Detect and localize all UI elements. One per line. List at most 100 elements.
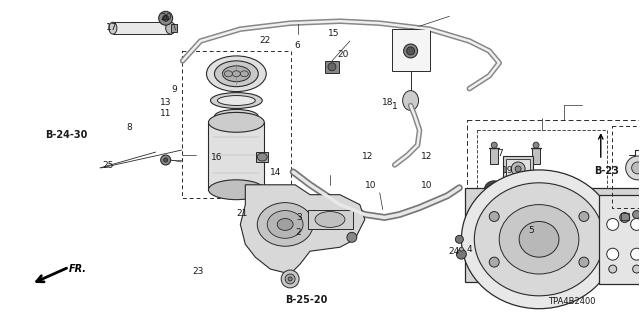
Ellipse shape	[207, 56, 266, 92]
Ellipse shape	[223, 66, 250, 82]
Text: 5: 5	[529, 226, 534, 235]
Bar	[465, 188, 639, 282]
Ellipse shape	[489, 212, 499, 221]
Bar	[506, 159, 530, 179]
Ellipse shape	[456, 249, 467, 259]
Ellipse shape	[632, 265, 640, 273]
Ellipse shape	[159, 11, 173, 25]
Bar	[477, 130, 607, 224]
Ellipse shape	[492, 142, 497, 148]
Ellipse shape	[607, 219, 619, 230]
Bar	[503, 156, 533, 182]
Bar	[392, 29, 429, 71]
Bar	[532, 148, 540, 164]
Ellipse shape	[630, 219, 640, 230]
Ellipse shape	[515, 166, 521, 172]
Ellipse shape	[257, 153, 268, 161]
Text: 4: 4	[467, 245, 472, 254]
Ellipse shape	[268, 211, 303, 238]
Ellipse shape	[526, 181, 546, 199]
Text: 14: 14	[269, 168, 281, 177]
Ellipse shape	[531, 186, 541, 194]
Ellipse shape	[533, 142, 539, 148]
Text: 2: 2	[295, 228, 301, 237]
Text: B-24-30: B-24-30	[45, 130, 87, 140]
Text: 24: 24	[448, 247, 460, 256]
Ellipse shape	[609, 265, 617, 273]
Ellipse shape	[460, 247, 463, 251]
Ellipse shape	[209, 112, 264, 132]
Text: 13: 13	[160, 98, 172, 107]
Ellipse shape	[288, 277, 292, 281]
Ellipse shape	[164, 158, 168, 162]
Ellipse shape	[214, 61, 259, 87]
Text: 1: 1	[392, 101, 398, 111]
Ellipse shape	[315, 212, 345, 228]
Text: 7: 7	[497, 149, 502, 158]
Bar	[182, 51, 291, 198]
Bar	[209, 122, 264, 190]
Text: 8: 8	[126, 123, 132, 132]
Text: 23: 23	[192, 267, 204, 276]
Ellipse shape	[161, 155, 171, 165]
Text: B-25-20: B-25-20	[285, 295, 327, 305]
Text: 9: 9	[172, 85, 177, 94]
Ellipse shape	[632, 211, 640, 219]
Text: 22: 22	[259, 36, 270, 44]
Text: 18: 18	[383, 98, 394, 108]
Text: 10: 10	[365, 181, 377, 190]
Bar	[599, 195, 640, 284]
Text: 20: 20	[160, 13, 172, 22]
Polygon shape	[241, 185, 365, 274]
Ellipse shape	[211, 92, 262, 108]
Bar	[256, 152, 268, 162]
Text: TPA4B2400: TPA4B2400	[548, 297, 595, 306]
Text: 16: 16	[211, 153, 223, 162]
Ellipse shape	[328, 63, 336, 71]
Ellipse shape	[579, 212, 589, 221]
Ellipse shape	[489, 257, 499, 267]
Ellipse shape	[474, 183, 604, 296]
Ellipse shape	[214, 109, 259, 123]
Ellipse shape	[489, 186, 499, 194]
Text: 10: 10	[421, 181, 433, 190]
Ellipse shape	[221, 112, 252, 120]
Text: B-23: B-23	[595, 166, 619, 176]
Ellipse shape	[499, 204, 579, 274]
Text: 21: 21	[237, 209, 248, 218]
Ellipse shape	[163, 15, 169, 21]
Ellipse shape	[166, 22, 175, 34]
Ellipse shape	[347, 232, 357, 242]
Ellipse shape	[406, 47, 415, 55]
Bar	[325, 61, 339, 73]
Ellipse shape	[257, 203, 313, 246]
Ellipse shape	[285, 274, 295, 284]
Text: 6: 6	[295, 41, 301, 50]
Text: 25: 25	[103, 161, 114, 170]
Bar	[113, 22, 171, 34]
Ellipse shape	[461, 170, 617, 309]
Text: 12: 12	[362, 152, 374, 161]
Text: 11: 11	[160, 108, 172, 117]
Ellipse shape	[403, 91, 419, 110]
Bar	[467, 120, 640, 267]
Ellipse shape	[281, 270, 299, 288]
Ellipse shape	[632, 162, 640, 174]
Text: 19: 19	[502, 166, 514, 175]
Ellipse shape	[109, 22, 117, 34]
Ellipse shape	[277, 219, 293, 230]
Ellipse shape	[519, 221, 559, 257]
Bar	[621, 212, 628, 220]
Ellipse shape	[218, 96, 255, 106]
Bar	[612, 126, 640, 208]
Ellipse shape	[607, 248, 619, 260]
Ellipse shape	[630, 248, 640, 260]
Ellipse shape	[456, 235, 463, 243]
Text: FR.: FR.	[69, 264, 87, 274]
Text: 3: 3	[296, 213, 302, 222]
Text: 15: 15	[328, 29, 340, 38]
Ellipse shape	[511, 162, 525, 176]
Ellipse shape	[225, 71, 232, 77]
Ellipse shape	[209, 180, 264, 200]
Ellipse shape	[620, 212, 630, 222]
